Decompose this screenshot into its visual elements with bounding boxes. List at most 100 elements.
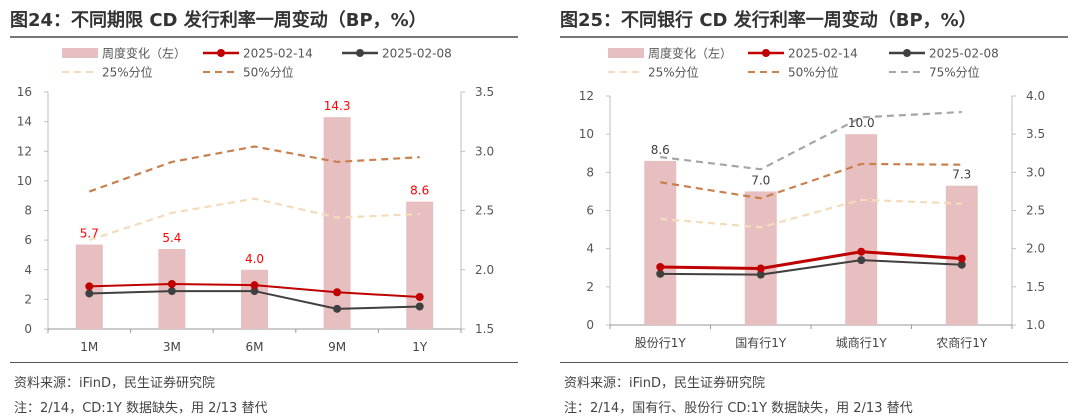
legend-label: 50%分位	[788, 65, 839, 80]
y-right-tick-label: 4.0	[1026, 89, 1045, 103]
x-tick-label: 农商行1Y	[936, 335, 988, 350]
x-tick-label: 9M	[328, 340, 346, 354]
legend-label: 50%分位	[243, 65, 294, 80]
x-tick-label: 1Y	[412, 340, 428, 354]
source-note: 资料来源：iFinD，民生证券研究院	[564, 376, 766, 391]
bar-data-label: 4.0	[245, 252, 264, 266]
title-divider	[560, 36, 1068, 38]
legend-marker	[762, 49, 770, 57]
legend-label: 2025-02-08	[382, 47, 452, 61]
y-left-tick-label: 14	[17, 115, 32, 129]
source-note: 资料来源：iFinD，民生证券研究院	[14, 376, 216, 391]
y-left-tick-label: 2	[586, 280, 594, 294]
percentile-line	[88, 197, 420, 242]
y-right-tick-label: 3.5	[1026, 127, 1045, 141]
percentile-line	[88, 145, 420, 193]
series-point	[167, 279, 176, 288]
y-left-tick-label: 10	[17, 174, 32, 188]
y-left-tick-label: 4	[586, 242, 594, 256]
bar-data-label: 10.0	[848, 116, 875, 130]
series-point	[250, 287, 259, 296]
legend-label: 2025-02-08	[929, 47, 999, 61]
legend-label: 75%分位	[929, 65, 980, 80]
y-left-tick-label: 8	[24, 204, 32, 218]
bar	[241, 269, 268, 329]
series-point	[85, 282, 94, 291]
footnote: 注：2/14，CD:1Y 数据缺失，用 2/13 替代	[14, 401, 268, 416]
bar-data-label: 7.3	[952, 168, 971, 182]
series-point	[333, 288, 342, 297]
series-point	[656, 262, 665, 271]
x-tick-label: 6M	[246, 340, 264, 354]
series-point	[167, 287, 176, 296]
figure-title: 图24：不同期限 CD 发行利率一周变动（BP，%）	[10, 10, 427, 31]
legend-label: 2025-02-14	[788, 47, 858, 61]
legend-marker	[356, 49, 364, 57]
bar	[323, 117, 351, 330]
series-point	[250, 281, 259, 290]
cd-tenor-chart: 0 2 4 6 8 10 12 14 16 1.5 2.0 2.5 3.0 3.5 1M 3M 6M 9M 1Y 5.…	[17, 46, 494, 355]
series-point	[415, 293, 424, 302]
series-line	[660, 259, 962, 276]
x-tick-label: 国有行1Y	[735, 336, 787, 350]
y-right-tick-label: 2.5	[1026, 204, 1045, 218]
y-left-tick-label: 10	[579, 127, 594, 141]
figure-25-panel: 图25：不同银行 CD 发行利率一周变动（BP，%） 资料来源：iFinD，民生…	[560, 0, 1080, 418]
bar-data-label: 8.6	[651, 143, 670, 157]
figure-title: 图25：不同银行 CD 发行利率一周变动（BP，%）	[560, 10, 977, 31]
y-right-tick-label: 2.0	[1026, 242, 1045, 256]
footer-divider	[560, 362, 1068, 363]
y-right-tick-label: 1.0	[1026, 318, 1045, 332]
footer-divider	[10, 362, 518, 363]
legend-label: 25%分位	[102, 65, 153, 80]
legend-swatch	[62, 48, 98, 58]
percentile-line	[660, 198, 962, 229]
y-right-tick-label: 1.5	[475, 322, 494, 336]
y-right-tick-label: 2.0	[475, 263, 494, 277]
figure-24-panel: 图24：不同期限 CD 发行利率一周变动（BP，%） 资料来源：iFinD，民生…	[10, 0, 530, 418]
series-point	[756, 264, 765, 273]
y-right-tick-label: 1.5	[1026, 280, 1045, 294]
y-right-tick-label: 3.0	[475, 144, 494, 158]
y-left-tick-label: 12	[579, 89, 594, 103]
legend-label: 2025-02-14	[243, 47, 313, 61]
y-right-tick-label: 3.5	[475, 85, 494, 99]
bar-data-label: 5.7	[80, 227, 99, 241]
y-right-tick-label: 2.5	[475, 204, 494, 218]
y-left-tick-label: 2	[24, 292, 32, 306]
series-line	[660, 250, 962, 271]
legend-swatch	[608, 48, 644, 58]
percentile-line	[660, 162, 962, 200]
y-left-tick-label: 12	[17, 144, 32, 158]
y-left-tick-label: 6	[586, 204, 594, 218]
series-point	[85, 289, 94, 298]
bar-data-label: 5.4	[162, 231, 181, 245]
legend-label: 周度变化（左）	[648, 46, 732, 61]
bar	[845, 134, 878, 325]
bar-data-label: 7.0	[751, 173, 770, 187]
series-point	[957, 260, 966, 269]
legend-label: 25%分位	[648, 65, 699, 80]
series-point	[857, 256, 866, 265]
series-point	[957, 254, 966, 263]
series-point	[656, 269, 665, 278]
series-point	[756, 270, 765, 279]
y-left-tick-label: 16	[17, 85, 32, 99]
series-point	[857, 247, 866, 256]
title-divider	[10, 36, 518, 38]
x-tick-label: 1M	[80, 340, 98, 354]
bar-data-label: 14.3	[324, 99, 351, 113]
y-left-tick-label: 6	[24, 233, 32, 247]
cd-bank-type-chart: 0 2 4 6 8 10 12 1.0 1.5 2.0 2.5 3.0 3.5 4.0 股份行1Y 国有行1Y…	[579, 46, 1045, 351]
y-left-tick-label: 4	[24, 263, 32, 277]
series-point	[415, 302, 424, 311]
x-tick-label: 城商行1Y	[836, 335, 888, 350]
legend-marker	[903, 49, 911, 57]
legend-label: 周度变化（左）	[102, 46, 186, 61]
bar	[744, 191, 777, 325]
series-point	[333, 304, 342, 313]
legend-marker	[217, 49, 225, 57]
y-left-tick-label: 8	[586, 165, 594, 179]
footnote: 注：2/14，国有行、股份行 CD:1Y 数据缺失，用 2/13 替代	[564, 401, 913, 416]
y-right-tick-label: 3.0	[1026, 165, 1045, 179]
